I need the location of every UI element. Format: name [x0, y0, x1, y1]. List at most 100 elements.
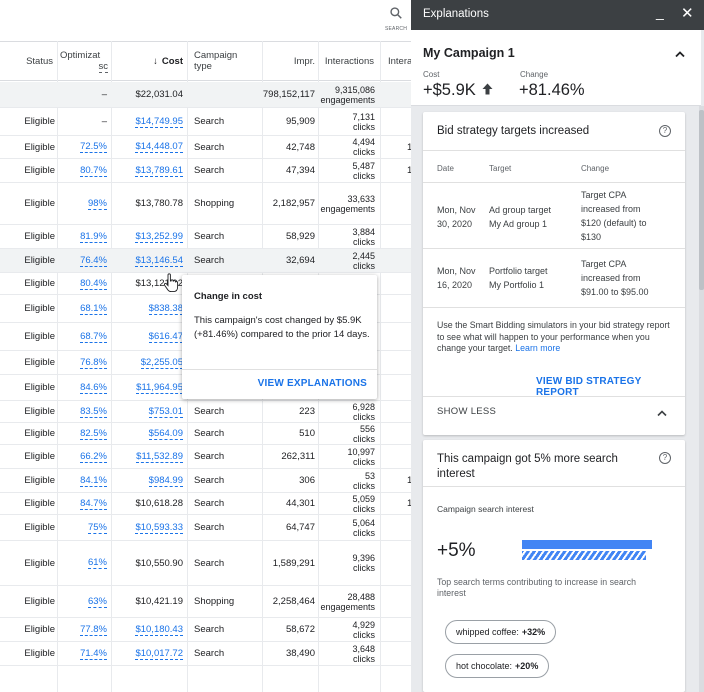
cost-value[interactable]: $10,180.43 — [135, 623, 183, 636]
optimization-score-value[interactable]: 75% — [87, 521, 107, 534]
cell-campaign-type: Search — [194, 231, 225, 242]
cell-interactions: 33,633 engagements — [318, 183, 375, 224]
table-row[interactable]: Eligible 71.4% $10,017.72 Search 38,490 3,648… — [0, 642, 411, 666]
optimization-score-value[interactable]: 71.4% — [80, 647, 107, 660]
optimization-score-value[interactable]: 61% — [87, 557, 107, 569]
help-icon[interactable]: ? — [659, 125, 671, 137]
cost-value[interactable]: $838.38 — [148, 302, 183, 315]
table-row[interactable]: – $22,031.04 798,152,117 9,315,086 engagemen… — [0, 82, 411, 108]
cell-status: Eligible — [24, 498, 55, 509]
cost-value[interactable]: $13,146.54 — [135, 254, 183, 267]
optimization-score-value[interactable]: 68.1% — [80, 302, 107, 315]
optimization-score-value[interactable]: 63% — [87, 595, 107, 608]
table-row[interactable]: Eligible 81.9% $13,252.99 Search 58,929 3,884… — [0, 225, 411, 249]
cell-cost: $10,180.43 — [112, 618, 183, 641]
table-row[interactable]: Eligible 66.2% $11,532.89 Search 262,311 10,9… — [0, 445, 411, 469]
optimization-score-value[interactable]: 83.5% — [80, 405, 107, 418]
table-row[interactable]: Eligible 61% $10,550.90 Search 1,589,291 9,39… — [0, 541, 411, 586]
optimization-score-value[interactable]: 77.8% — [80, 623, 107, 636]
table-row[interactable]: Eligible 84.7% $10,618.28 Search 44,301 5,059… — [0, 493, 411, 515]
cost-value[interactable]: $564.09 — [148, 427, 183, 440]
optimization-score-value[interactable]: 82.5% — [80, 427, 107, 440]
table-row[interactable]: Eligible 77.8% $10,180.43 Search 58,672 4,929… — [0, 618, 411, 642]
cell-interaction-rate — [380, 586, 410, 617]
cost-value[interactable]: $616.47 — [148, 330, 183, 343]
search-button[interactable]: SEARCH — [383, 6, 409, 36]
cell-optimization-score: 76.8% — [58, 351, 107, 374]
cost-value[interactable]: $14,749.95 — [135, 115, 183, 128]
row1-target-line1: Ad group target — [489, 205, 552, 215]
cell-interactions: 10,997 clicks — [318, 445, 375, 468]
view-bid-strategy-report-link[interactable]: VIEW BID STRATEGY REPORT — [536, 376, 642, 398]
cost-value[interactable]: $13,252.99 — [135, 230, 183, 243]
show-less-button[interactable]: SHOW LESS — [437, 406, 497, 417]
optimization-score-value[interactable]: 84.7% — [80, 497, 107, 510]
table-row[interactable]: Eligible – $14,749.95 Search 95,909 7,131 clic… — [0, 108, 411, 136]
chevron-up-icon[interactable] — [657, 409, 667, 417]
header-status[interactable]: Status — [26, 55, 53, 67]
minimize-icon[interactable]: _ — [656, 4, 664, 20]
panel-scrollbar[interactable] — [699, 106, 704, 692]
search-term-chip[interactable]: whipped coffee: +32% — [445, 620, 557, 644]
help-icon[interactable]: ? — [659, 452, 671, 464]
header-campaign-type[interactable]: Campaign type — [194, 42, 260, 80]
optimization-score-value[interactable]: 76.4% — [80, 254, 107, 267]
cost-value[interactable]: $2,255.05 — [140, 356, 183, 369]
header-impressions[interactable]: Impr. — [293, 55, 315, 67]
row2-change-line2: increased from — [581, 273, 641, 283]
header-cost[interactable]: ↓ Cost — [112, 42, 183, 80]
chevron-up-icon[interactable] — [675, 50, 685, 58]
search-label: SEARCH — [384, 26, 408, 32]
cell-optimization-score: 82.5% — [58, 423, 107, 444]
table-row[interactable]: Eligible 72.5% $14,448.07 Search 42,748 4,494… — [0, 136, 411, 159]
interactions-count: 10,997 — [347, 446, 375, 457]
header-optimization-score[interactable]: Optimizat sc — [60, 42, 108, 80]
cost-value[interactable]: $10,593.33 — [135, 521, 183, 534]
table-row[interactable]: Eligible 80.7% $13,789.61 Search 47,394 5,487… — [0, 159, 411, 183]
cost-value[interactable]: $10,017.72 — [135, 647, 183, 660]
optimization-score-value[interactable]: 72.5% — [80, 141, 107, 153]
cell-impressions: 32,694 — [285, 255, 315, 266]
cell-campaign-type: Search — [194, 451, 225, 462]
card-divider — [423, 396, 685, 397]
table-row[interactable]: Eligible 83.5% $753.01 Search 223 6,928 clicks — [0, 401, 411, 423]
learn-more-link[interactable]: Learn more — [515, 343, 561, 353]
table-row[interactable]: Eligible 98% $13,780.78 Shopping 2,182,957 33… — [0, 183, 411, 225]
panel-scrollbar-thumb[interactable] — [699, 110, 704, 290]
optimization-score-value[interactable]: 68.7% — [80, 330, 107, 343]
cost-value[interactable]: $14,448.07 — [135, 141, 183, 153]
cost-value[interactable]: $11,964.95 — [136, 381, 183, 394]
cell-interaction-rate — [380, 445, 410, 468]
header-interaction-rate[interactable]: Intera — [388, 55, 411, 67]
campaign-table-area: SEARCH Status Optimizat sc ↓ Cost Campai… — [0, 6, 411, 692]
optimization-score-value[interactable]: 84.1% — [80, 474, 107, 487]
optimization-score-value[interactable]: 81.9% — [80, 230, 107, 243]
optimization-score-value[interactable]: 80.4% — [80, 277, 107, 290]
cell-optimization-score: 72.5% — [58, 136, 107, 158]
table-row[interactable]: Eligible 75% $10,593.33 Search 64,747 5,064 cl… — [0, 515, 411, 541]
table-row[interactable]: Eligible 63% $10,421.19 Shopping 2,258,464 28… — [0, 586, 411, 618]
search-interest-card: This campaign got 5% more search interes… — [423, 440, 685, 692]
cost-value[interactable]: $753.01 — [148, 405, 183, 418]
interactions-unit: clicks — [353, 236, 375, 247]
interactions-count: 9,396 — [352, 553, 375, 563]
optimization-score-value[interactable]: 98% — [87, 197, 107, 210]
optimization-score-value[interactable]: 66.2% — [80, 450, 107, 463]
optimization-score-value[interactable]: 76.8% — [80, 356, 107, 369]
interactions-unit: clicks — [353, 456, 375, 467]
table-row[interactable]: Eligible 82.5% $564.09 Search 510 556 clicks — [0, 423, 411, 445]
table-row[interactable]: Eligible 76.4% $13,146.54 Search 32,694 2,445… — [0, 249, 411, 273]
header-interactions[interactable]: Interactions — [324, 55, 374, 67]
cell-status: Eligible — [24, 116, 55, 127]
close-icon[interactable]: ✕ — [681, 5, 694, 22]
optimization-score-value[interactable]: 84.6% — [80, 381, 107, 394]
cost-value[interactable]: $984.99 — [148, 474, 183, 487]
optimization-score-value[interactable]: 80.7% — [80, 164, 107, 177]
cost-value[interactable]: $11,532.89 — [136, 450, 183, 463]
view-explanations-link[interactable]: VIEW EXPLANATIONS — [257, 378, 367, 389]
interactions-count: 9,315,086 — [334, 84, 375, 95]
cell-interaction-rate — [380, 642, 410, 665]
search-term-chip[interactable]: hot chocolate: +20% — [445, 654, 550, 678]
cost-value[interactable]: $13,789.61 — [135, 164, 183, 177]
